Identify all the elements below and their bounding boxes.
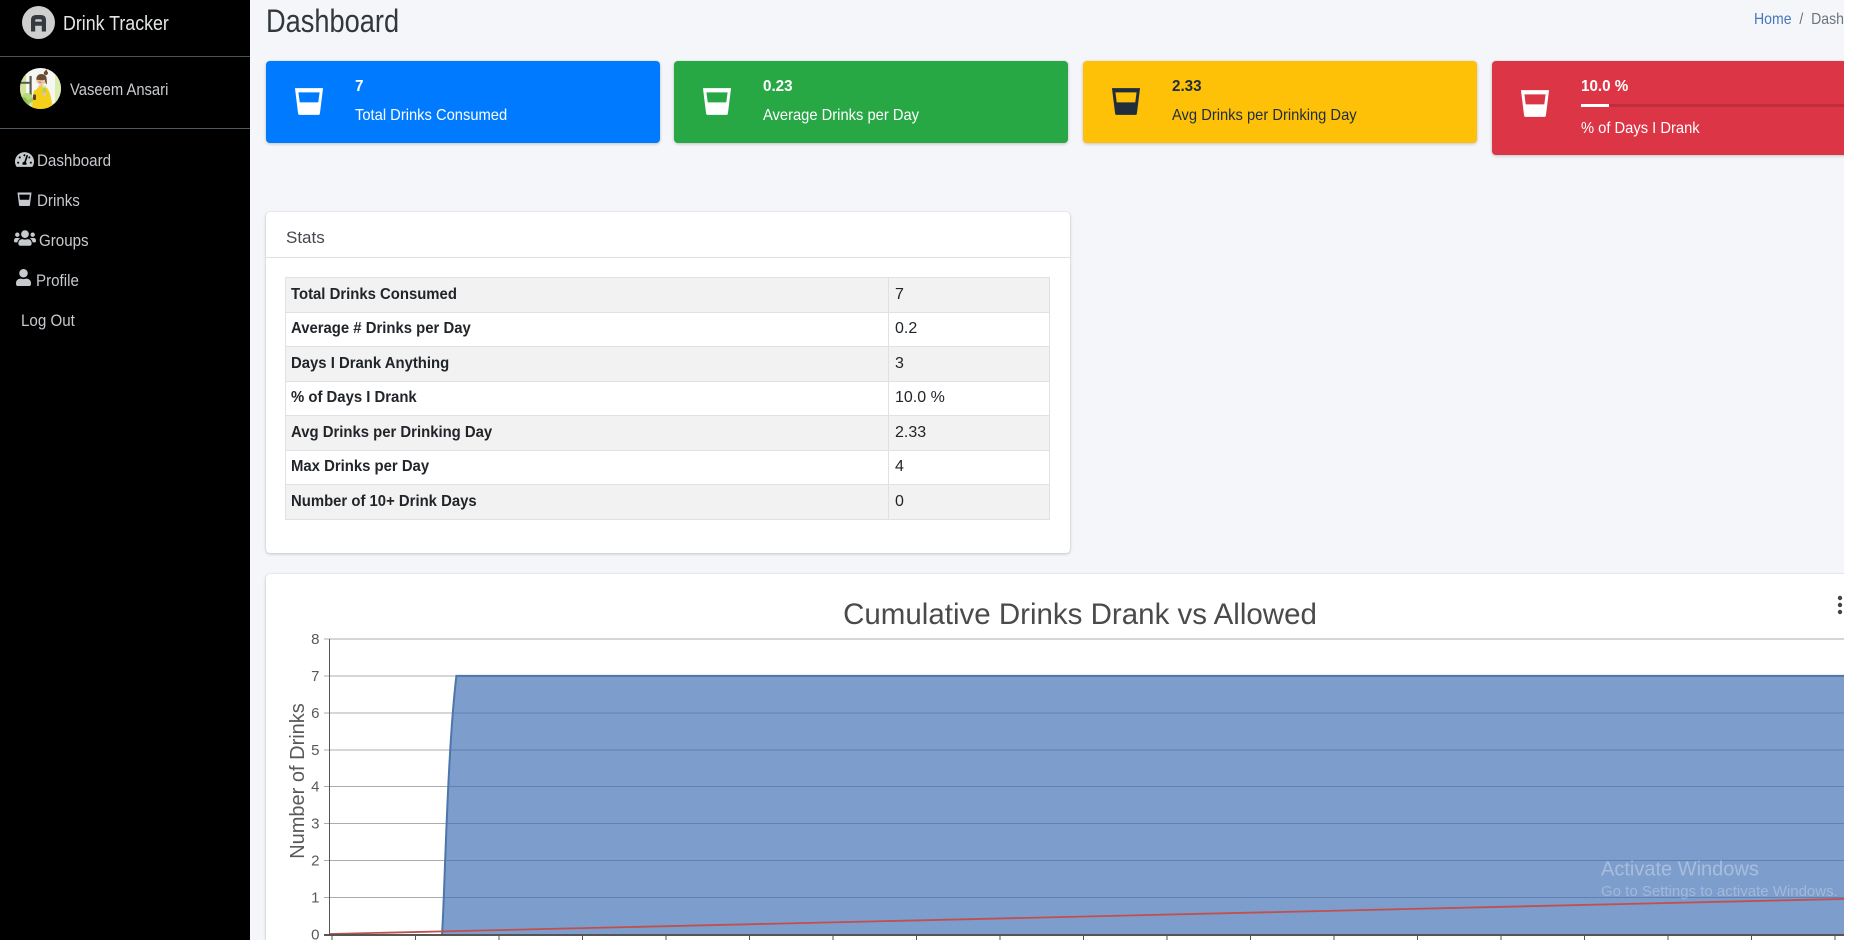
svg-text:1: 1 — [311, 890, 319, 907]
svg-text:Activate Windows: Activate Windows — [1601, 859, 1759, 881]
svg-text:5: 5 — [311, 742, 319, 759]
svg-text:7: 7 — [311, 668, 319, 685]
svg-text:3: 3 — [311, 816, 319, 833]
svg-text:Number of Drinks: Number of Drinks — [287, 703, 309, 859]
svg-text:6: 6 — [311, 705, 319, 722]
svg-text:4: 4 — [311, 779, 319, 796]
svg-text:2: 2 — [311, 853, 319, 870]
svg-text:8: 8 — [311, 631, 319, 648]
svg-text:Cumulative Drinks Drank vs All: Cumulative Drinks Drank vs Allowed — [843, 598, 1317, 631]
svg-text:0: 0 — [311, 927, 319, 940]
svg-text:Go to Settings to activate Win: Go to Settings to activate Windows. — [1601, 883, 1838, 900]
